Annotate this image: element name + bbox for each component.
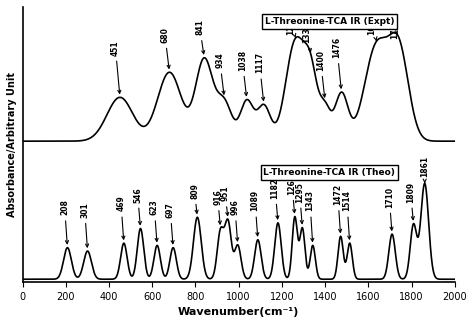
Text: 1514: 1514: [342, 191, 351, 239]
Text: 697: 697: [166, 202, 175, 244]
Text: 916: 916: [213, 189, 222, 224]
Text: 546: 546: [133, 187, 142, 225]
Text: 1336: 1336: [302, 22, 311, 52]
Text: 1861: 1861: [420, 156, 429, 183]
Text: 1038: 1038: [238, 50, 247, 96]
Text: 1295: 1295: [295, 182, 304, 224]
Text: 1476: 1476: [332, 37, 342, 88]
Text: 623: 623: [150, 200, 159, 241]
Text: 951: 951: [221, 186, 230, 215]
Text: 680: 680: [160, 27, 170, 68]
Text: 1117: 1117: [255, 52, 264, 100]
Text: L-Threonine-TCA IR (Theo): L-Threonine-TCA IR (Theo): [264, 168, 395, 177]
Text: 469: 469: [117, 196, 126, 239]
Text: 1809: 1809: [406, 181, 415, 220]
Text: 1260: 1260: [288, 174, 297, 213]
Text: 996: 996: [230, 200, 239, 241]
Text: 841: 841: [195, 19, 205, 54]
Text: L-Threonine-TCA IR (Expt): L-Threonine-TCA IR (Expt): [264, 17, 394, 26]
Text: 1089: 1089: [251, 190, 260, 236]
Text: 1400: 1400: [316, 50, 326, 97]
Text: 809: 809: [190, 183, 199, 213]
X-axis label: Wavenumber(cm⁻¹): Wavenumber(cm⁻¹): [178, 307, 299, 317]
Text: 1710: 1710: [385, 187, 394, 230]
Text: 451: 451: [111, 40, 121, 93]
Text: 934: 934: [215, 52, 225, 94]
Text: 1638: 1638: [367, 14, 377, 40]
Text: 1182: 1182: [271, 178, 280, 219]
Text: 1343: 1343: [305, 191, 314, 241]
Text: 301: 301: [80, 202, 89, 247]
Text: 1472: 1472: [333, 184, 342, 232]
Text: 1742: 1742: [390, 18, 399, 39]
Y-axis label: Absorbance/Arbitrary Unit: Absorbance/Arbitrary Unit: [7, 72, 17, 217]
Text: 208: 208: [60, 200, 69, 244]
Text: 1264: 1264: [287, 14, 296, 38]
